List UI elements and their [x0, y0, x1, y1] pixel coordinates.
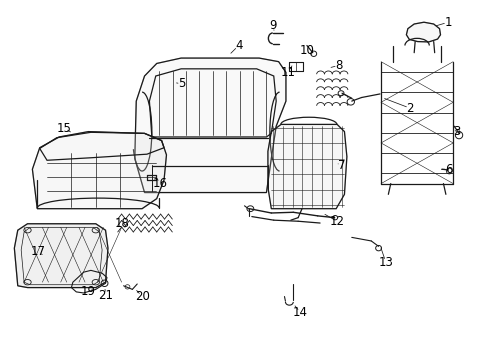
- Polygon shape: [406, 22, 440, 42]
- Text: 7: 7: [338, 159, 345, 172]
- Text: 6: 6: [445, 163, 452, 176]
- Text: 11: 11: [280, 66, 295, 79]
- Polygon shape: [267, 125, 346, 209]
- Text: 18: 18: [114, 217, 129, 230]
- Text: 3: 3: [452, 125, 459, 138]
- Polygon shape: [32, 132, 166, 209]
- Polygon shape: [135, 58, 285, 193]
- Polygon shape: [14, 224, 108, 288]
- Text: 8: 8: [335, 59, 342, 72]
- Text: 20: 20: [134, 290, 149, 303]
- Text: 13: 13: [378, 256, 392, 269]
- Text: 5: 5: [178, 77, 185, 90]
- Text: 10: 10: [299, 44, 314, 57]
- Text: 12: 12: [329, 215, 344, 228]
- Text: 4: 4: [234, 39, 242, 52]
- Text: 9: 9: [268, 19, 276, 32]
- Text: 19: 19: [81, 285, 96, 298]
- Text: 16: 16: [153, 177, 168, 190]
- Text: 1: 1: [444, 16, 451, 29]
- Text: 15: 15: [57, 122, 71, 135]
- Text: 14: 14: [292, 306, 307, 319]
- Text: 21: 21: [98, 289, 113, 302]
- Text: 2: 2: [406, 102, 413, 115]
- Text: 17: 17: [30, 245, 45, 258]
